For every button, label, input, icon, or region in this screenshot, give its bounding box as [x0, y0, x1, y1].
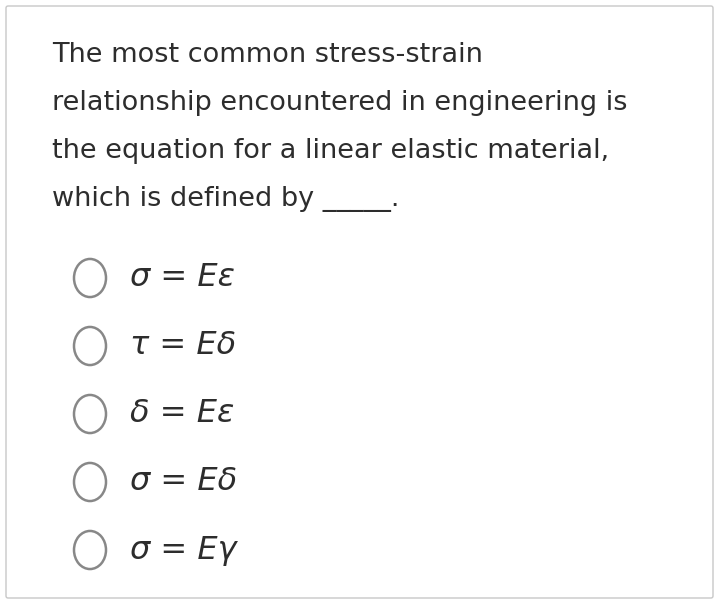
Text: σ = Eγ: σ = Eγ: [130, 535, 237, 565]
Ellipse shape: [74, 327, 106, 365]
Text: relationship encountered in engineering is: relationship encountered in engineering …: [52, 90, 628, 116]
Ellipse shape: [74, 259, 106, 297]
Text: the equation for a linear elastic material,: the equation for a linear elastic materi…: [52, 138, 609, 164]
FancyBboxPatch shape: [6, 6, 713, 598]
Ellipse shape: [74, 531, 106, 569]
Text: σ = Eε: σ = Eε: [130, 263, 235, 294]
Text: σ = Eδ: σ = Eδ: [130, 466, 237, 498]
Text: δ = Eε: δ = Eε: [130, 399, 234, 429]
Text: τ = Eδ: τ = Eδ: [130, 330, 237, 362]
Text: The most common stress-strain: The most common stress-strain: [52, 42, 483, 68]
Text: which is defined by _____.: which is defined by _____.: [52, 186, 399, 212]
Ellipse shape: [74, 395, 106, 433]
Ellipse shape: [74, 463, 106, 501]
